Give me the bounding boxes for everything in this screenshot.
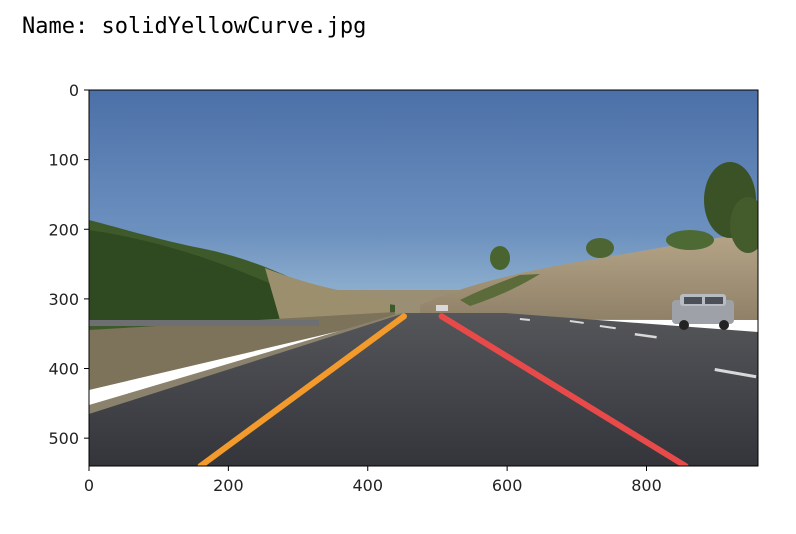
right-bushes [460, 274, 540, 306]
y-tick-label: 500 [48, 429, 79, 448]
left-dry-slope [265, 268, 390, 320]
right-lane-line [438, 313, 689, 466]
filename-text: solidYellowCurve.jpg [101, 14, 367, 39]
x-tick-label: 200 [213, 476, 244, 495]
y-tick-label: 200 [48, 220, 79, 239]
right-tree-4 [586, 238, 614, 258]
x-tick-label: 400 [352, 476, 383, 495]
suv-car [672, 294, 734, 330]
right-hill [420, 232, 758, 320]
right-tree-3 [666, 230, 714, 250]
left-grass-verge [89, 312, 395, 390]
x-tick-label: 600 [492, 476, 523, 495]
distant-car [436, 305, 448, 311]
left-lane-line [197, 313, 407, 466]
y-axis: 0 100 200 300 400 500 [48, 81, 89, 448]
left-trees-dark [89, 230, 300, 325]
y-tick-label: 300 [48, 290, 79, 309]
x-tick-label: 800 [631, 476, 662, 495]
y-tick-label: 0 [69, 81, 79, 100]
y-tick-label: 100 [48, 151, 79, 170]
lane-dashes [519, 318, 757, 379]
right-tree-2 [730, 197, 758, 253]
axes-frame [88, 89, 759, 467]
guard-rail [89, 320, 319, 326]
right-tree-5 [490, 246, 510, 270]
x-axis: 0 200 400 600 800 [84, 466, 662, 495]
y-tick-label: 400 [48, 360, 79, 379]
left-shoulder [89, 313, 405, 414]
filename-caption: Name: solidYellowCurve.jpg [22, 14, 366, 39]
road-photo [89, 90, 758, 466]
name-label: Name: [22, 14, 89, 39]
x-tick-label: 0 [84, 476, 94, 495]
